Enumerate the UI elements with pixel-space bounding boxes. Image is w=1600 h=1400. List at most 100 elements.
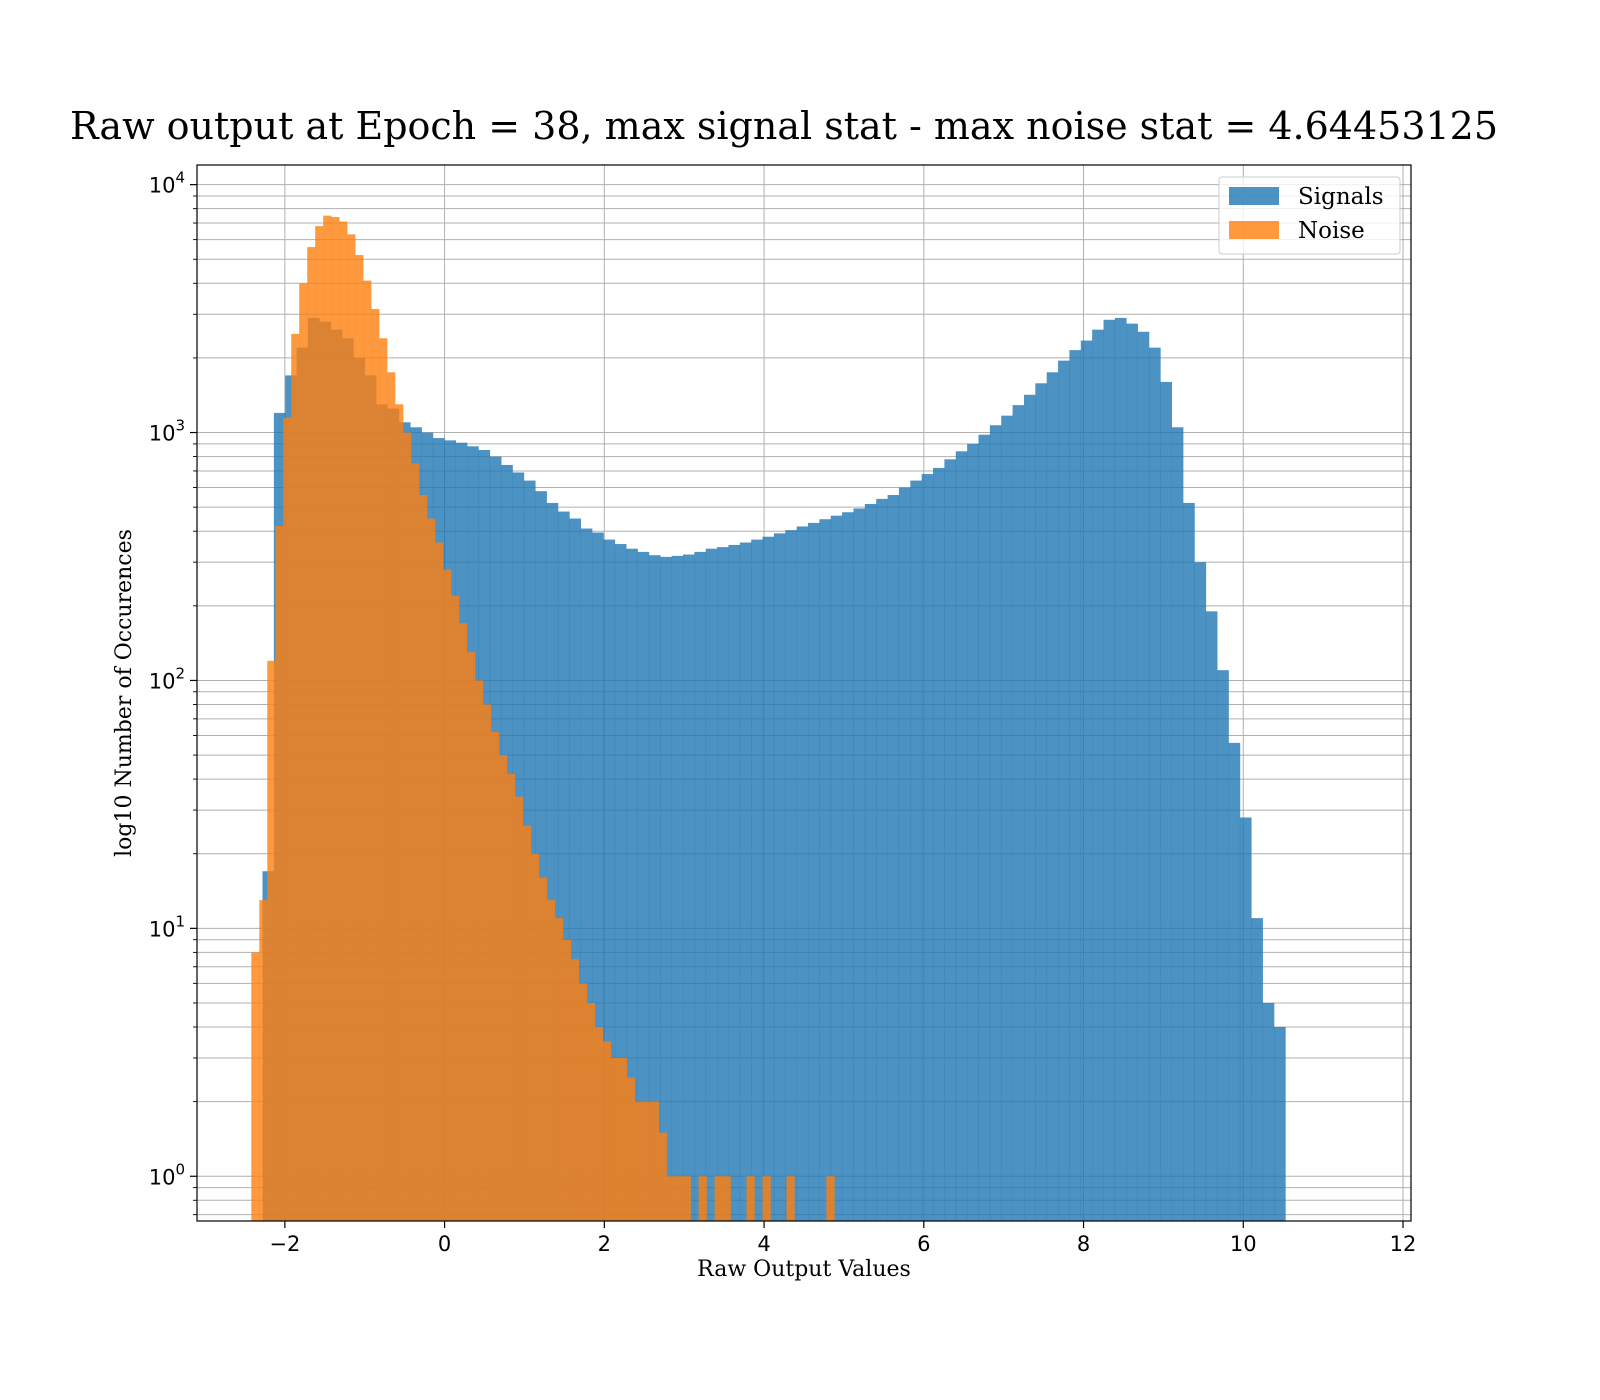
x-axis-label: Raw Output Values — [697, 1257, 911, 1282]
x-tick-label: −2 — [269, 1232, 300, 1256]
bar-signals — [864, 503, 877, 1222]
bar-signals — [546, 502, 559, 1221]
bar-signals — [1262, 1002, 1275, 1221]
legend-label-signals: Signals — [1298, 184, 1384, 210]
y-tick-label: 102 — [149, 664, 185, 693]
bar-signals — [967, 443, 979, 1221]
bar-signals — [1069, 350, 1082, 1221]
bar-signals — [989, 425, 1002, 1221]
bar-signals — [660, 556, 672, 1221]
bar-noise — [506, 773, 516, 1221]
bar-noise — [698, 1176, 707, 1221]
bar-signals — [569, 518, 582, 1221]
bar-signals — [1239, 817, 1252, 1221]
bar-noise — [291, 333, 300, 1221]
bar-noise — [411, 463, 420, 1222]
bar-noise — [618, 1057, 627, 1221]
bar-signals — [614, 544, 627, 1221]
y-axis-label: log10 Number of Occurences — [112, 529, 137, 857]
bar-signals — [830, 515, 843, 1221]
bar-noise — [762, 1176, 771, 1221]
bar-noise — [283, 417, 292, 1222]
bar-noise — [395, 404, 404, 1221]
bar-noise — [546, 900, 556, 1221]
bar-signals — [819, 519, 832, 1221]
y-tick-label: 103 — [149, 417, 185, 446]
bar-signals — [603, 539, 616, 1221]
bar-noise — [674, 1176, 683, 1221]
bar-signals — [705, 548, 718, 1221]
bar-signals — [842, 512, 854, 1221]
legend-swatch-noise — [1229, 221, 1279, 239]
bar-signals — [796, 526, 809, 1221]
x-tick-label: 12 — [1390, 1232, 1417, 1256]
bar-noise — [482, 704, 492, 1221]
bar-noise — [339, 221, 348, 1221]
bar-signals — [739, 542, 752, 1221]
legend: Signals Noise — [1218, 176, 1401, 255]
bar-noise — [435, 542, 444, 1221]
bar-noise — [403, 432, 412, 1222]
bar-noise — [474, 680, 484, 1221]
y-tick-label: 101 — [149, 912, 185, 941]
bar-noise — [275, 525, 284, 1221]
bar-signals — [808, 522, 820, 1221]
bar-signals — [1080, 340, 1093, 1222]
bar-noise — [331, 217, 340, 1221]
bar-noise — [666, 1176, 675, 1221]
bars-layer — [251, 215, 1286, 1222]
bar-noise — [379, 338, 388, 1222]
bar-signals — [1114, 317, 1127, 1221]
bar-noise — [419, 494, 428, 1221]
bar-noise — [658, 1132, 667, 1221]
bar-signals — [671, 555, 684, 1221]
bar-signals — [876, 498, 888, 1221]
bar-signals — [1035, 383, 1047, 1221]
bar-signals — [1103, 319, 1116, 1221]
bar-noise — [826, 1176, 835, 1221]
bar-signals — [1194, 562, 1207, 1221]
bar-signals — [1160, 381, 1173, 1221]
bar-noise — [682, 1176, 691, 1221]
bar-signals — [955, 451, 968, 1221]
bar-noise — [490, 731, 500, 1221]
bar-noise — [466, 652, 476, 1221]
bar-signals — [1171, 427, 1184, 1221]
bar-noise — [387, 372, 396, 1221]
bar-signals — [921, 474, 934, 1222]
bar-signals — [717, 547, 729, 1221]
series-noise — [251, 215, 835, 1222]
bar-signals — [1023, 394, 1036, 1222]
bar-signals — [933, 467, 945, 1221]
bar-noise — [634, 1101, 643, 1221]
bar-signals — [910, 480, 922, 1221]
bar-signals — [683, 554, 695, 1221]
y-tick-label: 104 — [149, 169, 185, 198]
bar-noise — [554, 918, 564, 1221]
bar-noise — [514, 796, 524, 1221]
bar-noise — [522, 825, 532, 1221]
bar-signals — [1126, 323, 1138, 1221]
bar-signals — [1183, 502, 1195, 1221]
x-tick-label: 10 — [1230, 1232, 1257, 1256]
bar-signals — [1228, 742, 1241, 1221]
bar-noise — [626, 1077, 635, 1221]
bar-noise — [578, 983, 588, 1221]
x-tick-label: 6 — [917, 1232, 930, 1256]
legend-label-noise: Noise — [1298, 218, 1365, 244]
bar-noise — [610, 1057, 620, 1221]
bar-noise — [498, 755, 508, 1221]
x-tick-label: 4 — [757, 1232, 770, 1256]
bar-signals — [1092, 329, 1104, 1222]
bar-signals — [1251, 918, 1263, 1221]
bar-signals — [1274, 1027, 1286, 1221]
bar-signals — [751, 539, 763, 1221]
bar-noise — [251, 952, 260, 1221]
bar-noise — [299, 283, 308, 1222]
x-tick-label: 2 — [598, 1232, 611, 1256]
bar-signals — [1012, 405, 1025, 1221]
bar-signals — [773, 533, 786, 1221]
bar-signals — [1217, 670, 1229, 1221]
bar-noise — [315, 226, 324, 1221]
bar-signals — [1046, 372, 1059, 1221]
